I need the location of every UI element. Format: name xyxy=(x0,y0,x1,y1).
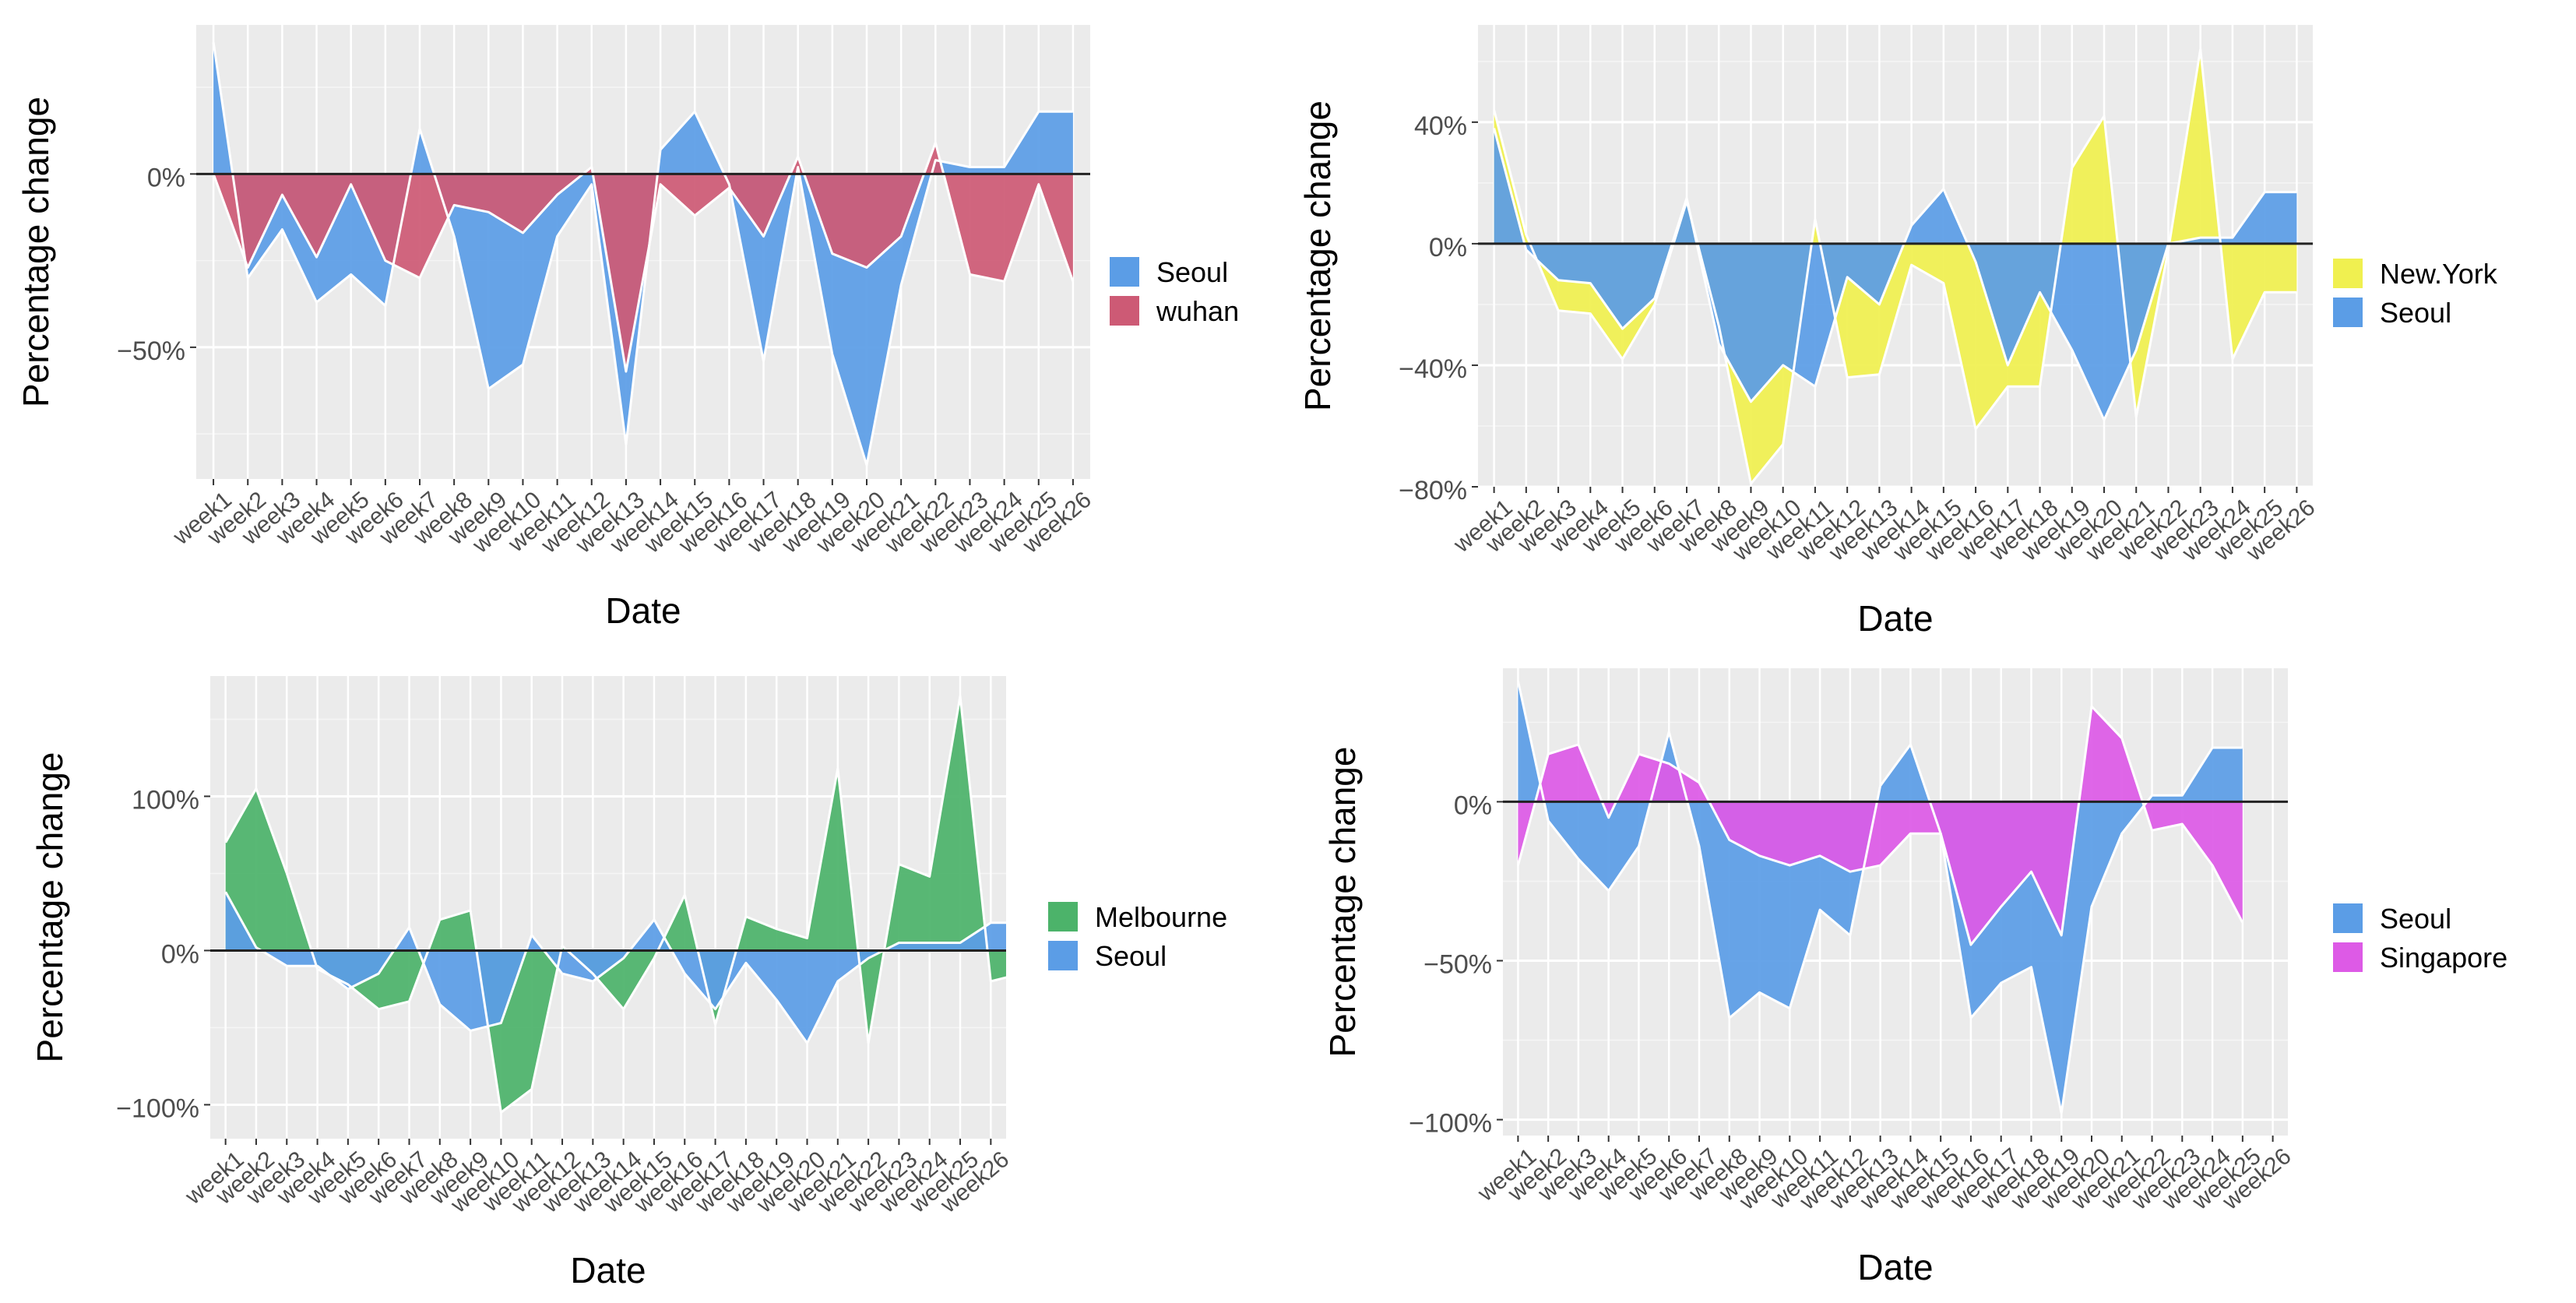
x-axis-title: Date xyxy=(570,1250,646,1291)
legend-label: Seoul xyxy=(1095,940,1167,972)
y-axis-title: Percentage change xyxy=(1297,100,1338,411)
y-tick-label: 0% xyxy=(1429,233,1467,262)
y-tick-label: 40% xyxy=(1414,111,1467,141)
area-seoul xyxy=(225,892,1006,1044)
y-tick-label: −50% xyxy=(1423,950,1492,980)
data-layer xyxy=(212,42,1075,467)
y-axis-title: Percentage change xyxy=(30,752,70,1063)
y-axis-title: Percentage change xyxy=(1322,747,1363,1058)
series-line-seoul xyxy=(224,891,1006,1044)
area-seoul xyxy=(1518,681,2243,1114)
legend-label: wuhan xyxy=(1156,295,1239,327)
legend-swatch xyxy=(1110,296,1139,326)
legend-swatch xyxy=(2333,942,2363,972)
area-melbourne xyxy=(225,696,1006,1113)
chart-panel-2: 40%0%−40%−80%week1week2week3week4week5we… xyxy=(1297,25,2498,639)
x-axis-title: Date xyxy=(1857,598,1933,639)
legend-label: New.York xyxy=(2380,258,2498,290)
y-tick-label: 0% xyxy=(161,939,199,969)
series-line-singapore xyxy=(1516,705,2244,946)
legend-swatch xyxy=(2333,259,2363,288)
y-tick-label: −50% xyxy=(117,336,185,366)
data-layer xyxy=(1493,48,2297,485)
y-axis-title: Percentage change xyxy=(16,97,56,407)
plot-background xyxy=(1503,668,2288,1136)
legend-swatch xyxy=(2333,298,2363,327)
legend-swatch xyxy=(1110,257,1139,287)
legend-swatch xyxy=(1048,941,1078,970)
legend-swatch xyxy=(2333,903,2363,933)
y-tick-label: 0% xyxy=(147,163,185,192)
y-tick-label: −100% xyxy=(1409,1109,1492,1139)
area-wuhan xyxy=(213,143,1073,372)
series-line-new-york xyxy=(1493,48,2297,485)
data-layer xyxy=(224,695,1006,1114)
y-tick-label: −40% xyxy=(1399,354,1467,384)
chart-panel-3: 100%0%−100%week1week2week3week4week5week… xyxy=(30,676,1227,1291)
legend-label: Singapore xyxy=(2380,942,2507,974)
series-line-wuhan xyxy=(212,141,1075,373)
data-layer xyxy=(1516,680,2244,1115)
series-line-melbourne xyxy=(224,695,1006,1114)
y-tick-label: 100% xyxy=(132,785,199,815)
plot-background xyxy=(210,676,1006,1139)
legend-label: Seoul xyxy=(2380,297,2451,329)
area-seoul xyxy=(1494,128,2297,421)
legend-label: Melbourne xyxy=(1095,901,1227,933)
series-line-seoul xyxy=(212,42,1073,467)
y-tick-label: 0% xyxy=(1454,791,1492,820)
chart-panel-1: 0%−50%week1week2week3week4week5week6week… xyxy=(16,25,1239,631)
series-line-seoul xyxy=(1516,680,2243,1115)
legend-label: Seoul xyxy=(2380,903,2451,935)
legend-swatch xyxy=(1048,902,1078,931)
y-tick-label: −80% xyxy=(1399,476,1467,505)
area-singapore xyxy=(1518,706,2243,946)
x-axis-title: Date xyxy=(1857,1247,1933,1287)
y-tick-label: −100% xyxy=(116,1093,199,1123)
x-axis-title: Date xyxy=(605,590,681,631)
chart-panel-4: 0%−50%−100%week1week2week3week4week5week… xyxy=(1322,668,2507,1287)
legend-label: Seoul xyxy=(1156,256,1228,288)
series-line-seoul xyxy=(1493,128,2297,421)
